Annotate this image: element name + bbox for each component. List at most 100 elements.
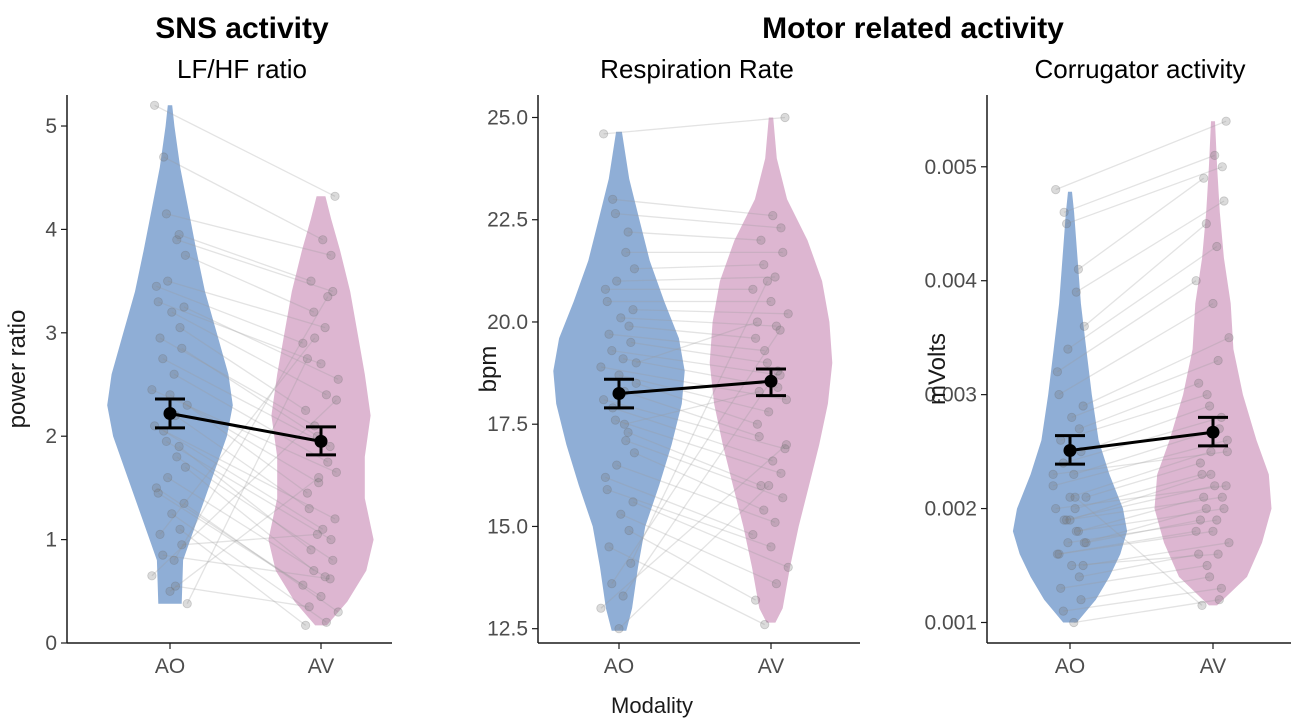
data-point-av <box>300 620 311 631</box>
data-point-av <box>1210 150 1220 160</box>
subject-line <box>608 546 765 626</box>
subject-line <box>1060 393 1208 441</box>
data-point-av <box>1222 435 1232 445</box>
subject-line <box>1066 496 1223 521</box>
subject-line <box>618 374 769 413</box>
subject-line <box>178 233 312 282</box>
data-point-ao <box>150 100 160 110</box>
chart-panel-0: 0 1 2 3 4 5 AO AV power ratio <box>4 95 392 678</box>
data-point-av <box>325 574 335 584</box>
data-point-ao <box>1054 549 1064 559</box>
data-point-ao <box>621 247 631 257</box>
subject-line <box>1078 496 1204 532</box>
data-point-av <box>304 602 314 612</box>
subject-line <box>183 502 339 613</box>
data-point-ao <box>147 385 157 395</box>
subject-line <box>1057 280 1197 373</box>
data-point-av <box>781 440 792 450</box>
data-point-av <box>766 542 776 552</box>
subject-line <box>600 444 787 609</box>
data-point-av <box>321 390 331 400</box>
data-point-av <box>330 191 340 201</box>
data-point-av <box>764 407 774 417</box>
data-point-ao <box>1048 481 1058 491</box>
subject-line <box>166 440 332 541</box>
data-point-av <box>780 444 790 454</box>
subject-line <box>1074 496 1203 606</box>
data-point-ao <box>618 591 628 601</box>
data-point-av <box>1201 503 1211 514</box>
data-point-av <box>1212 241 1222 252</box>
subject-line <box>1069 450 1212 498</box>
data-point-ao <box>612 460 622 470</box>
data-point-av <box>750 595 761 605</box>
data-point-av <box>762 358 773 368</box>
subject-line <box>625 439 784 499</box>
data-point-ao <box>616 509 626 519</box>
data-point-ao <box>155 333 165 343</box>
subject-line <box>1067 519 1217 544</box>
subject-line <box>1079 553 1199 578</box>
subject-line <box>181 347 318 437</box>
subject-line <box>1080 576 1210 601</box>
subject-line <box>157 301 322 365</box>
data-point-av <box>1202 560 1212 571</box>
data-point-av <box>781 395 792 405</box>
subject-line <box>178 445 312 551</box>
data-point-av <box>1219 503 1229 514</box>
data-point-ao <box>174 441 184 452</box>
data-point-av <box>331 395 341 405</box>
data-point-ao <box>614 624 624 634</box>
subject-line <box>1073 599 1220 624</box>
data-point-av <box>775 370 785 380</box>
data-point-av <box>1205 572 1215 582</box>
y-axis-label: power ratio <box>4 310 31 429</box>
data-point-av <box>768 456 778 466</box>
data-point-ao <box>1065 492 1075 502</box>
subject-line <box>624 390 760 438</box>
data-point-ao <box>602 484 612 495</box>
data-point-av <box>318 235 328 245</box>
chart-panel-2: 0.001 0.002 0.003 0.004 0.005 AO AV mVolts <box>924 95 1291 678</box>
data-point-av <box>323 457 333 467</box>
data-point-ao <box>616 313 626 323</box>
data-point-av <box>771 579 782 589</box>
subject-line <box>1055 120 1227 191</box>
data-point-ao <box>167 509 177 519</box>
data-point-ao <box>1070 503 1080 514</box>
subject-line <box>181 533 318 546</box>
data-point-ao <box>1073 264 1084 274</box>
data-point-av <box>1213 355 1223 366</box>
subject-line <box>1085 519 1201 544</box>
data-point-ao <box>619 419 630 429</box>
data-point-av <box>762 276 773 286</box>
data-point-ao <box>177 343 187 353</box>
subject-line <box>616 276 776 282</box>
data-point-av <box>1222 446 1232 457</box>
data-point-av <box>770 517 780 528</box>
subject-line <box>618 485 770 630</box>
data-point-av <box>312 529 322 540</box>
violin-av <box>1154 121 1272 606</box>
subject-line <box>156 487 304 586</box>
subject-line <box>1052 439 1228 487</box>
data-point-av <box>1212 515 1222 525</box>
data-point-av <box>760 619 770 630</box>
subject-line <box>186 358 308 604</box>
data-point-ao <box>596 603 606 613</box>
y-tick-label: 25.0 <box>487 106 528 129</box>
data-point-ao <box>607 345 617 356</box>
data-point-ao <box>628 497 638 507</box>
group-title-motor: Motor related activity <box>762 12 1064 45</box>
subject-line <box>628 325 756 339</box>
data-point-av <box>1208 526 1218 536</box>
subject-line <box>169 477 320 592</box>
data-point-av <box>1195 515 1206 525</box>
subject-line <box>1058 302 1214 396</box>
y-tick-label: 4 <box>45 218 57 241</box>
data-point-ao <box>598 129 609 139</box>
x-tick-label: AO <box>155 655 185 678</box>
data-point-av <box>314 478 324 488</box>
y-tick-label: 15.0 <box>487 515 528 538</box>
data-point-av <box>760 345 770 356</box>
